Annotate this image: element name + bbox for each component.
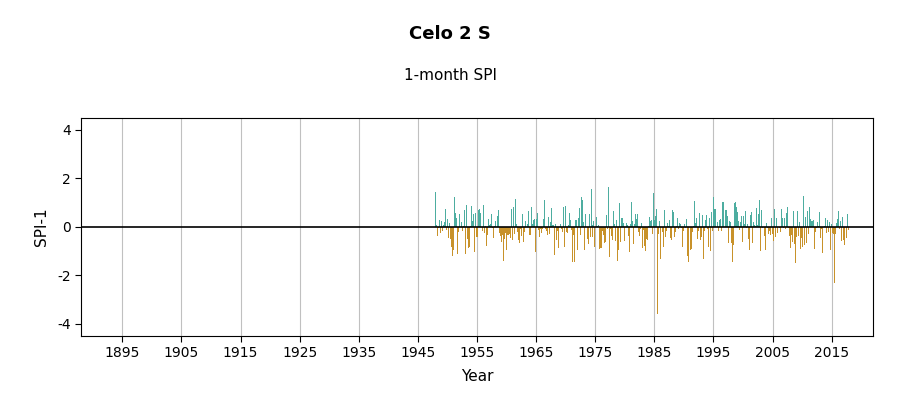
Y-axis label: SPI-1: SPI-1 (33, 207, 49, 246)
Text: 1-month SPI: 1-month SPI (403, 68, 497, 83)
Text: Celo 2 S: Celo 2 S (410, 25, 490, 42)
X-axis label: Year: Year (461, 369, 493, 384)
